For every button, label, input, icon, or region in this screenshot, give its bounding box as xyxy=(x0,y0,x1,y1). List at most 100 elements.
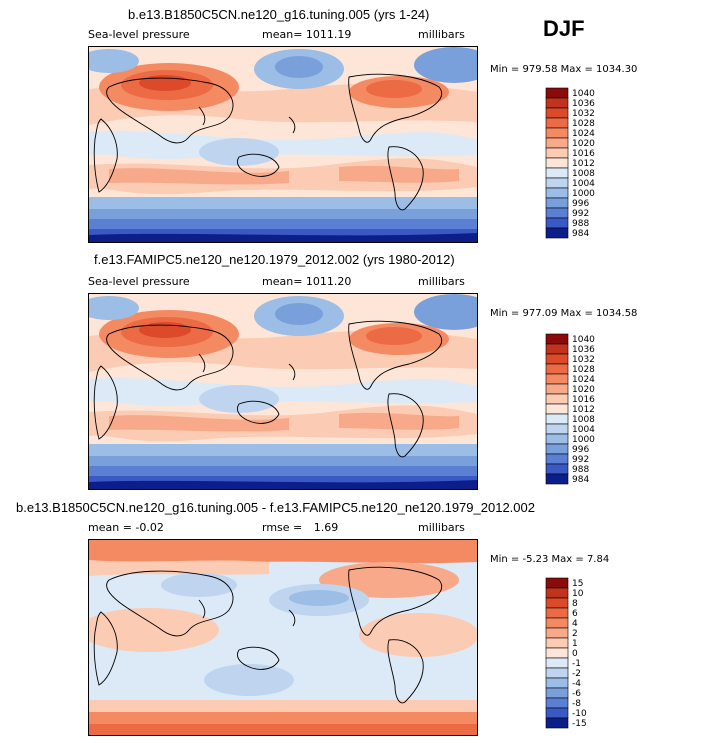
panel3-units: millibars xyxy=(418,521,465,534)
colorbar-label: 4 xyxy=(572,619,578,629)
colorbar-label: 2 xyxy=(572,629,578,639)
colorbar-label: 1040 xyxy=(572,335,595,345)
colorbar-swatch xyxy=(545,413,569,425)
field-na-high-core xyxy=(366,80,422,98)
colorbar-label: -10 xyxy=(572,709,587,719)
panel1-title: b.e13.B1850C5CN.ne120_g16.tuning.005 (yr… xyxy=(128,7,430,22)
colorbar-swatch xyxy=(545,137,569,149)
coastline-2 xyxy=(236,153,280,177)
field-band-high-south-1 xyxy=(109,168,289,185)
colorbar-label: 1000 xyxy=(572,435,595,445)
colorbar-swatch xyxy=(545,697,569,709)
colorbar-label: 1004 xyxy=(572,425,595,435)
field-na-high-core xyxy=(366,327,422,345)
colorbar-label: 1020 xyxy=(572,385,595,395)
colorbar-swatch xyxy=(545,363,569,375)
colorbar-swatch xyxy=(545,207,569,219)
panel2-mean-value: 1011.20 xyxy=(305,275,352,288)
colorbar-swatch xyxy=(545,587,569,599)
colorbar-swatch xyxy=(545,597,569,609)
coastline-1 xyxy=(106,324,234,391)
panel1-mean-label: mean= xyxy=(262,28,303,41)
coastline-3 xyxy=(93,611,118,686)
panel1-variable: Sea-level pressure xyxy=(88,28,190,41)
colorbar-swatch xyxy=(545,227,569,239)
field-southern-belt-5 xyxy=(89,480,477,489)
coastline-4 xyxy=(348,320,442,390)
coastline-5 xyxy=(387,393,424,458)
panel3-mean: mean = -0.02 xyxy=(88,521,164,534)
panel2-contour-field xyxy=(89,294,477,489)
field-diff-north-band xyxy=(89,560,269,576)
colorbar-label: 1 xyxy=(572,639,578,649)
colorbar-label: 1020 xyxy=(572,139,595,149)
colorbar-label: 992 xyxy=(572,209,589,219)
colorbar-swatch xyxy=(545,383,569,395)
colorbar-swatch xyxy=(545,453,569,465)
colorbar-swatch xyxy=(545,127,569,139)
colorbar-label: 1016 xyxy=(572,149,595,159)
colorbar-swatch xyxy=(545,463,569,475)
field-siberian-high-core xyxy=(139,322,191,338)
colorbar-swatch xyxy=(545,403,569,415)
colorbar-label: 992 xyxy=(572,455,589,465)
coastline-1 xyxy=(106,77,234,144)
colorbar-label: 0 xyxy=(572,649,578,659)
coastline-4 xyxy=(348,566,442,636)
field-diff-south-negative xyxy=(204,664,294,696)
colorbar-label: 1032 xyxy=(572,109,595,119)
panel2-map xyxy=(88,293,478,490)
coastline-6 xyxy=(198,599,206,619)
colorbar-label: 988 xyxy=(572,465,589,475)
coastline-5 xyxy=(387,639,424,704)
colorbar-swatch xyxy=(545,87,569,99)
field-diff-indian-positive xyxy=(89,608,219,652)
colorbar-label: 6 xyxy=(572,609,578,619)
field-aleutian-low-core xyxy=(275,303,323,325)
colorbar-label: 1008 xyxy=(572,169,595,179)
colorbar-swatch xyxy=(545,577,569,589)
panel3-rmse-value: 1.69 xyxy=(313,521,339,534)
colorbar-label: 1008 xyxy=(572,415,595,425)
colorbar-swatch xyxy=(545,677,569,689)
field-band-high-south-2 xyxy=(339,412,459,430)
field-diff-asia-negative xyxy=(161,573,237,597)
colorbar-swatch xyxy=(545,617,569,629)
colorbar-swatch xyxy=(545,157,569,169)
panel2-title: f.e13.FAMIPC5.ne120_ne120.1979_2012.002 … xyxy=(94,252,455,267)
colorbar-swatch xyxy=(545,667,569,679)
colorbar-swatch xyxy=(545,423,569,435)
colorbar-swatch xyxy=(545,717,569,729)
colorbar-swatch xyxy=(545,167,569,179)
colorbar-swatch xyxy=(545,177,569,189)
colorbar-swatch xyxy=(545,687,569,699)
field-diff-southern-band-3 xyxy=(89,724,477,735)
colorbar-swatch xyxy=(545,187,569,199)
field-diff-atlantic-positive xyxy=(359,613,477,657)
field-arctic-low xyxy=(89,49,139,73)
panel1-colorbar: 1040103610321028102410201016101210081004… xyxy=(545,87,595,239)
colorbar-label: 1028 xyxy=(572,119,595,129)
colorbar-label: 996 xyxy=(572,445,589,455)
field-icelandic-low xyxy=(414,294,477,330)
colorbar-swatch xyxy=(545,637,569,649)
coastline-7 xyxy=(288,363,296,381)
colorbar-label: -8 xyxy=(572,699,581,709)
coastline-7 xyxy=(288,609,296,627)
panel3-minmax: Min = -5.23 Max = 7.84 xyxy=(490,554,610,565)
field-arctic-low xyxy=(89,296,139,320)
colorbar-label: 1000 xyxy=(572,189,595,199)
panel2-variable: Sea-level pressure xyxy=(88,275,190,288)
panel2-mean-label: mean= xyxy=(262,275,303,288)
panel1-contour-field xyxy=(89,47,477,242)
coastline-7 xyxy=(288,116,296,134)
panel1-map xyxy=(88,46,478,243)
colorbar-label: -1 xyxy=(572,659,581,669)
colorbar-swatch xyxy=(545,107,569,119)
colorbar-label: 1012 xyxy=(572,159,595,169)
colorbar-label: 984 xyxy=(572,475,589,485)
panel3-map xyxy=(88,539,478,736)
coastline-3 xyxy=(93,118,118,193)
colorbar-swatch xyxy=(545,707,569,719)
